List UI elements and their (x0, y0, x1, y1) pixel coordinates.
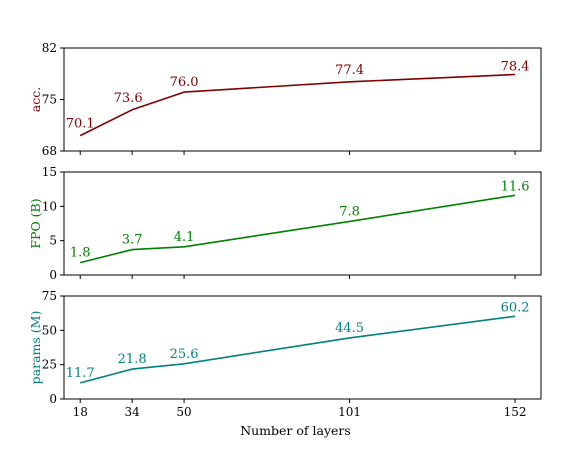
data-label-3-4: 44.5 (335, 321, 364, 336)
data-label-1-2: 73.6 (114, 91, 143, 106)
x-tick-label-2: 34 (125, 405, 141, 419)
y-axis-label-3: params (M) (28, 311, 43, 385)
y-tick-label-2-1: 0 (49, 268, 57, 282)
data-label-3-5: 60.2 (501, 300, 530, 315)
plot-frame-3 (63, 295, 542, 400)
y-axis-label-1: acc. (28, 87, 43, 112)
data-label-1-3: 76.0 (170, 75, 199, 90)
data-label-2-2: 3.7 (122, 233, 143, 248)
plot-frame-2 (63, 171, 542, 276)
x-tick-label-4: 101 (338, 405, 361, 419)
data-label-3-2: 21.8 (118, 352, 147, 367)
data-label-3-3: 25.6 (170, 347, 199, 362)
data-label-2-3: 4.1 (174, 230, 195, 245)
x-tick-label-3: 50 (176, 405, 191, 419)
y-tick-label-2-4: 15 (42, 165, 57, 179)
series-line-3 (79, 315, 516, 384)
y-tick-label-3-3: 50 (42, 323, 57, 337)
series-line-1 (79, 73, 516, 137)
y-tick-label-1-2: 75 (42, 93, 57, 107)
y-tick-label-1-3: 82 (42, 41, 57, 55)
y-tick-label-2-3: 10 (42, 199, 57, 213)
x-axis-label: Number of layers (240, 423, 351, 438)
y-tick-label-3-2: 25 (42, 358, 57, 372)
y-tick-label-1-1: 68 (42, 144, 57, 158)
data-label-3-1: 11.7 (66, 366, 95, 381)
y-tick-label-3-1: 0 (49, 392, 57, 406)
data-label-1-5: 78.4 (501, 59, 530, 74)
data-label-2-5: 11.6 (501, 179, 530, 194)
data-label-1-4: 77.4 (335, 63, 364, 78)
data-label-2-1: 1.8 (70, 246, 91, 261)
x-tick-label-5: 152 (504, 405, 527, 419)
data-label-2-4: 7.8 (339, 204, 360, 219)
data-label-1-1: 70.1 (66, 117, 95, 132)
y-tick-label-3-4: 75 (42, 289, 57, 303)
y-axis-label-2: FPO (B) (28, 198, 43, 248)
y-tick-label-2-2: 5 (49, 234, 57, 248)
x-tick-label-1: 18 (73, 405, 88, 419)
series-line-2 (80, 194, 516, 264)
